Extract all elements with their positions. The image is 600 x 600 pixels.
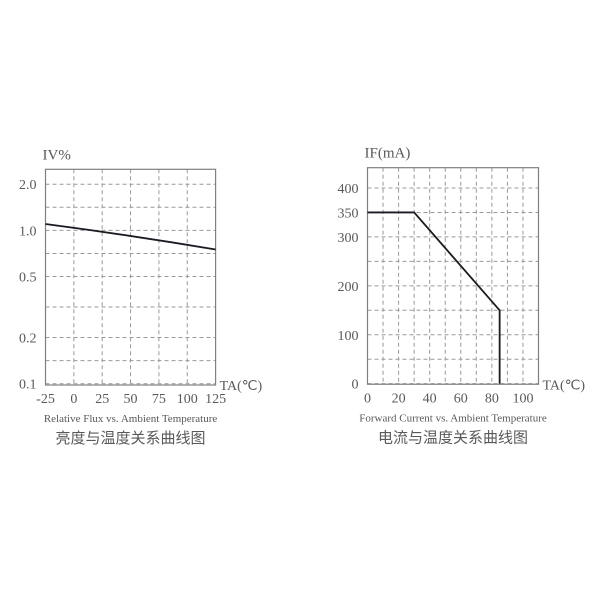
svg-text:电流与温度关系曲线图: 电流与温度关系曲线图 (378, 429, 528, 446)
svg-text:75: 75 (152, 392, 166, 407)
svg-text:-25: -25 (36, 392, 55, 407)
svg-text:0.2: 0.2 (19, 332, 37, 347)
svg-text:350: 350 (338, 206, 359, 221)
svg-text:40: 40 (423, 391, 437, 406)
svg-text:80: 80 (485, 391, 499, 406)
svg-text:100: 100 (338, 329, 359, 344)
svg-text:400: 400 (338, 182, 359, 197)
svg-text:0.5: 0.5 (19, 271, 37, 286)
svg-text:60: 60 (454, 391, 468, 406)
svg-text:亮度与温度关系曲线图: 亮度与温度关系曲线图 (56, 430, 206, 447)
svg-text:125: 125 (205, 392, 226, 407)
svg-text:100: 100 (512, 391, 533, 406)
svg-text:20: 20 (392, 391, 406, 406)
svg-text:300: 300 (338, 231, 359, 246)
svg-text:0: 0 (364, 391, 371, 406)
svg-text:25: 25 (95, 392, 109, 407)
svg-text:IV%: IV% (43, 147, 71, 163)
svg-text:Forward Current vs. Ambient Te: Forward Current vs. Ambient Temperature (359, 412, 547, 424)
svg-text:0: 0 (352, 378, 359, 393)
svg-text:IF(mA): IF(mA) (365, 146, 411, 162)
svg-text:2.0: 2.0 (19, 178, 37, 193)
svg-text:50: 50 (124, 392, 138, 407)
svg-text:0: 0 (70, 392, 77, 407)
svg-text:100: 100 (177, 392, 198, 407)
svg-text:200: 200 (338, 280, 359, 295)
svg-text:1.0: 1.0 (19, 224, 37, 239)
svg-text:0.1: 0.1 (19, 378, 37, 393)
svg-text:TA(℃): TA(℃) (220, 379, 263, 394)
svg-text:Relative Flux vs. Ambient Temp: Relative Flux vs. Ambient Temperature (44, 413, 218, 425)
svg-text:TA(℃): TA(℃) (543, 378, 586, 393)
